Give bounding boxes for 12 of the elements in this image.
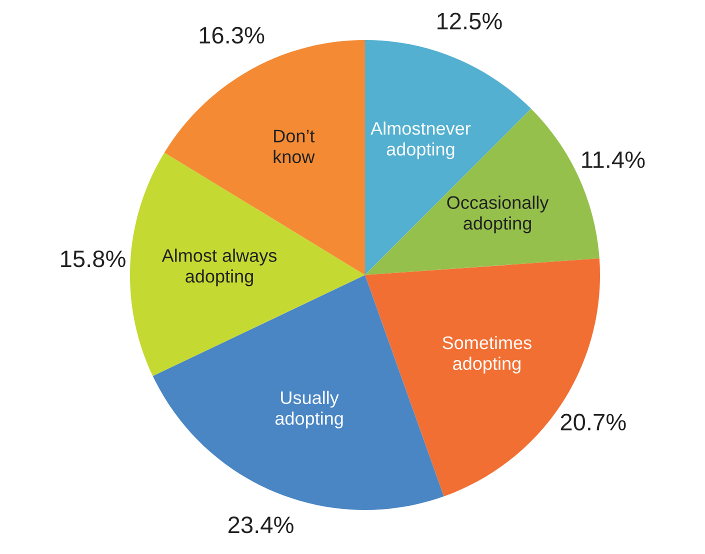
data-label: 23.4% (228, 516, 294, 534)
slice-label: Almost always adopting (162, 248, 277, 286)
data-label: 15.8% (61, 250, 126, 268)
slice-label: Occasionally adopting (447, 196, 549, 234)
data-label: 11.4% (582, 151, 645, 168)
slice-label: Don’t know (274, 130, 315, 164)
data-label: 20.7% (560, 414, 626, 431)
data-label: 12.5% (438, 12, 502, 30)
slice-label: Almostnever adopting (370, 122, 471, 160)
slice-label: Sometimes adopting (442, 336, 532, 374)
data-label: 16.3% (200, 26, 264, 44)
slice-label: Usually adopting (275, 390, 343, 428)
